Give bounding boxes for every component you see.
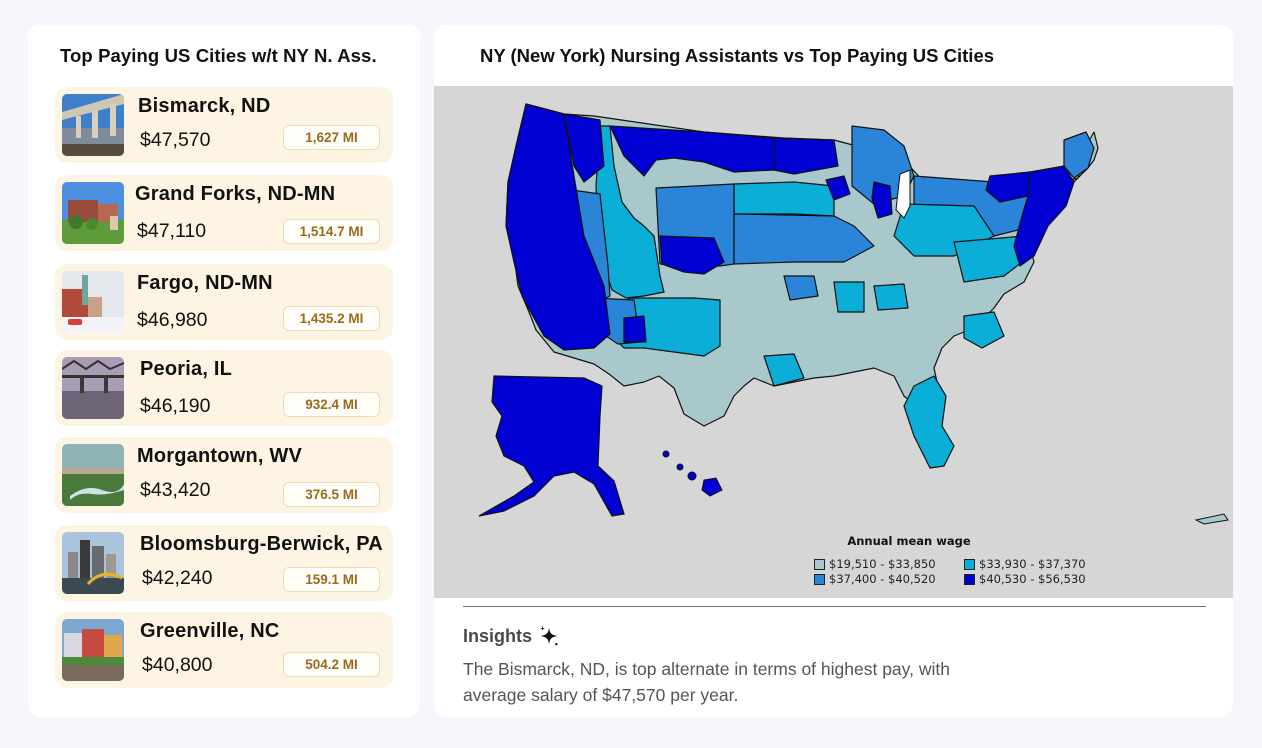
us-map-icon xyxy=(478,103,1229,525)
legend-item: $40,530 - $56,530 xyxy=(964,572,1114,586)
city-photo xyxy=(62,357,124,419)
city-name: Grand Forks, ND-MN xyxy=(135,183,336,205)
distance-badge: 1,435.2 MI xyxy=(283,306,380,331)
legend-item: $33,930 - $37,370 xyxy=(964,557,1114,571)
city-photo xyxy=(62,94,124,156)
top-cities-panel: Top Paying US Cities w/t NY N. Ass. Bism… xyxy=(28,25,420,717)
city-name: Peoria, IL xyxy=(140,358,233,380)
map-legend: Annual mean wage $19,510 - $33,850 $33,9… xyxy=(814,534,1104,586)
legend-swatch-icon xyxy=(964,558,975,570)
legend-label: $37,400 - $40,520 xyxy=(829,572,936,586)
city-name: Morgantown, WV xyxy=(137,445,302,467)
legend-swatch-icon xyxy=(814,573,825,585)
city-name: Greenville, NC xyxy=(140,620,280,642)
city-salary: $46,980 xyxy=(137,309,208,331)
insights-header: Insights xyxy=(463,625,560,647)
city-salary: $42,240 xyxy=(142,567,213,589)
city-card-greenville[interactable]: Greenville, NC $40,800 504.2 MI xyxy=(55,612,393,688)
panel-title: NY (New York) Nursing Assistants vs Top … xyxy=(480,45,995,66)
legend-title: Annual mean wage xyxy=(847,534,971,548)
legend-label: $19,510 - $33,850 xyxy=(829,557,936,571)
sparkle-icon xyxy=(540,625,558,646)
distance-badge: 932.4 MI xyxy=(283,392,380,417)
legend-swatch-icon xyxy=(814,558,825,570)
divider xyxy=(463,606,1206,607)
city-card-bismarck[interactable]: Bismarck, ND $47,570 1,627 MI xyxy=(55,87,393,163)
distance-badge: 376.5 MI xyxy=(283,482,380,507)
bridge-photo-icon xyxy=(62,94,124,156)
city-name: Bloomsburg-Berwick, PA xyxy=(140,533,383,555)
distance-badge: 159.1 MI xyxy=(283,567,380,592)
city-salary: $47,110 xyxy=(137,220,207,242)
insights-text: The Bismarck, ND, is top alternate in te… xyxy=(463,659,950,705)
insights-label: Insights xyxy=(463,625,533,646)
legend-item: $37,400 - $40,520 xyxy=(814,572,964,586)
distance-badge: 504.2 MI xyxy=(283,652,380,677)
skyline-photo-icon xyxy=(62,532,124,594)
city-salary: $43,420 xyxy=(140,479,211,501)
wage-choropleth-map: Annual mean wage $19,510 - $33,850 $33,9… xyxy=(434,86,1233,598)
legend-item: $19,510 - $33,850 xyxy=(814,557,964,571)
city-salary: $40,800 xyxy=(142,654,213,676)
campus-photo-icon xyxy=(62,182,124,244)
legend-swatch-icon xyxy=(964,573,975,585)
city-card-peoria[interactable]: Peoria, IL $46,190 932.4 MI xyxy=(55,350,393,426)
city-name: Fargo, ND-MN xyxy=(137,272,273,294)
city-card-morgantown[interactable]: Morgantown, WV $43,420 376.5 MI xyxy=(55,437,393,513)
city-card-bloomsburg-berwick[interactable]: Bloomsburg-Berwick, PA $42,240 159.1 MI xyxy=(55,525,393,601)
city-name: Bismarck, ND xyxy=(138,95,271,117)
comparison-panel: NY (New York) Nursing Assistants vs Top … xyxy=(434,25,1233,717)
snow-street-photo-icon xyxy=(62,271,124,333)
legend-label: $33,930 - $37,370 xyxy=(979,557,1086,571)
city-photo xyxy=(62,444,124,506)
city-photo xyxy=(62,271,124,333)
city-card-fargo[interactable]: Fargo, ND-MN $46,980 1,435.2 MI xyxy=(55,264,393,340)
city-card-grand-forks[interactable]: Grand Forks, ND-MN $47,110 1,514.7 MI xyxy=(55,175,393,251)
panel-title: Top Paying US Cities w/t NY N. Ass. xyxy=(60,45,377,66)
city-photo xyxy=(62,182,124,244)
river-valley-photo-icon xyxy=(62,444,124,506)
distance-badge: 1,514.7 MI xyxy=(283,219,380,244)
city-photo xyxy=(62,532,124,594)
city-salary: $47,570 xyxy=(140,129,211,151)
downtown-photo-icon xyxy=(62,619,124,681)
city-salary: $46,190 xyxy=(140,395,211,417)
truss-bridge-photo-icon xyxy=(62,357,124,419)
city-photo xyxy=(62,619,124,681)
distance-badge: 1,627 MI xyxy=(283,125,380,150)
legend-label: $40,530 - $56,530 xyxy=(979,572,1086,586)
